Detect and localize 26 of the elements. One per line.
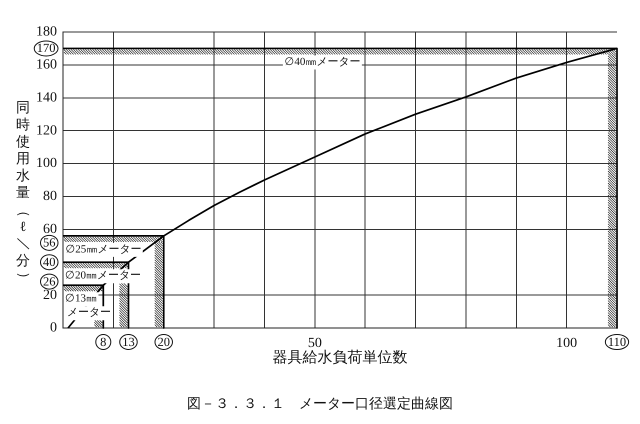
annotation: ∅40㎜メーター bbox=[284, 56, 360, 68]
y-tick-label: 26 bbox=[43, 274, 56, 288]
annotation: ∅25㎜メーター bbox=[65, 243, 142, 256]
x-axis-title: 器具給水負荷単位数 bbox=[272, 348, 408, 366]
y-tick-label: 100 bbox=[36, 156, 57, 172]
text: 図－３．３．１ メーター口径選定曲線図 bbox=[186, 396, 454, 412]
x-tick-label: 8 bbox=[100, 334, 106, 349]
y-tick-label: 160 bbox=[36, 58, 57, 73]
y-tick-label: 0 bbox=[50, 320, 57, 336]
x-tick-label: 13 bbox=[122, 334, 135, 349]
y-tick-label: 170 bbox=[36, 41, 56, 56]
annotation: ∅20㎜メーター bbox=[65, 270, 141, 282]
y-tick-label: 140 bbox=[36, 90, 57, 106]
x-tick-label: 110 bbox=[608, 334, 626, 349]
y-tick-label: 40 bbox=[43, 255, 56, 270]
y-tick-label: 60 bbox=[43, 222, 57, 238]
y-tick-label: 120 bbox=[36, 123, 57, 138]
y-tick-label: 56 bbox=[43, 236, 56, 250]
x-tick-label: 100 bbox=[556, 336, 578, 352]
y-tick-label: 80 bbox=[43, 189, 57, 204]
x-tick-label: 50 bbox=[308, 336, 322, 352]
y-tick-label: 180 bbox=[36, 24, 57, 40]
annotation: ∅13㎜メーター bbox=[65, 292, 111, 319]
x-tick-label: 20 bbox=[157, 334, 170, 349]
text: 同時使用水量（ℓ／分） bbox=[16, 100, 32, 286]
y-tick-label: 20 bbox=[43, 288, 57, 303]
